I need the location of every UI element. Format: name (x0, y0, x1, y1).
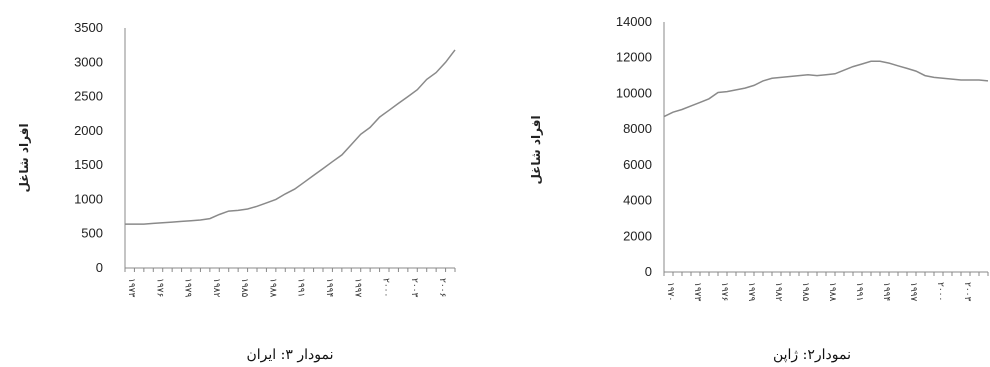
series-line (125, 49, 456, 225)
x-tick-label: ۲۰۰۳ (409, 278, 419, 298)
chart-caption: نمودار ۳: ایران (247, 347, 334, 363)
chart-japan: افراد شاغل نمودار۲: ژاپن 0 2000 4000 6000 80… (529, 14, 990, 363)
y-tick-label: 6000 (623, 157, 652, 172)
y-tick-label: 3500 (74, 20, 103, 35)
x-tick-label: ۱۹۹۴ (881, 282, 891, 302)
y-axis-label: افراد شاغل (17, 123, 31, 192)
y-tick-label: 10000 (616, 85, 652, 100)
x-tick-label: ۲۰۰۰ (381, 278, 391, 297)
y-tick-label: 12000 (616, 50, 652, 65)
y-tick-label: 0 (645, 264, 652, 279)
y-tick-label: 500 (81, 226, 103, 241)
y-tick-label: 1000 (74, 191, 103, 206)
y-tick-label: 14000 (616, 14, 652, 29)
series-line (663, 60, 989, 118)
y-tick-label: 2000 (74, 123, 103, 138)
y-tick-label: 3000 (74, 54, 103, 69)
x-tick-label: ۱۹۸۵ (800, 282, 810, 302)
x-tick-label: ۱۹۷۹ (746, 282, 756, 302)
y-axis-label: افراد شاغل (529, 115, 543, 184)
y-tick-label: 2500 (74, 89, 103, 104)
x-tick-label: ۱۹۷۶ (154, 278, 164, 298)
x-tick-label: ۱۹۹۷ (908, 282, 918, 302)
y-tick-label: 1500 (74, 157, 103, 172)
x-tick-label: ۱۹۸۲ (773, 282, 783, 302)
x-tick-label: ۱۹۷۹ (183, 278, 193, 298)
x-tick-label: ۲۰۰۰ (935, 282, 945, 301)
x-tick-label: ۱۹۷۰ (665, 282, 675, 301)
x-tick-label: ۱۹۹۴ (324, 278, 334, 298)
y-tick-label: 8000 (623, 121, 652, 136)
y-tick-label: 2000 (623, 228, 652, 243)
y-tick-label: 0 (96, 260, 103, 275)
x-tick-label: ۱۹۹۱ (296, 278, 306, 297)
chart-caption: نمودار۲: ژاپن (773, 347, 851, 363)
y-tick-label: 4000 (623, 193, 652, 208)
x-tick-label: ۲۰۰۶ (437, 278, 447, 298)
x-tick-label: ۱۹۷۶ (719, 282, 729, 302)
x-tick-label: ۱۹۷۳ (692, 282, 702, 302)
chart-iran: افراد شاغل نمودار ۳: ایران 0 500 1000 1500 2… (17, 20, 456, 363)
x-tick-label: ۱۹۹۱ (854, 282, 864, 301)
x-tick-label: ۱۹۷۳ (126, 278, 136, 298)
x-tick-label: ۱۹۸۲ (211, 278, 221, 298)
x-tick-label: ۱۹۹۷ (352, 278, 362, 298)
x-tick-label: ۱۹۸۸ (267, 278, 277, 298)
x-tick-label: ۱۹۸۵ (239, 278, 249, 298)
x-tick-label: ۱۹۸۸ (827, 282, 837, 302)
x-tick-label: ۲۰۰۳ (962, 282, 972, 302)
